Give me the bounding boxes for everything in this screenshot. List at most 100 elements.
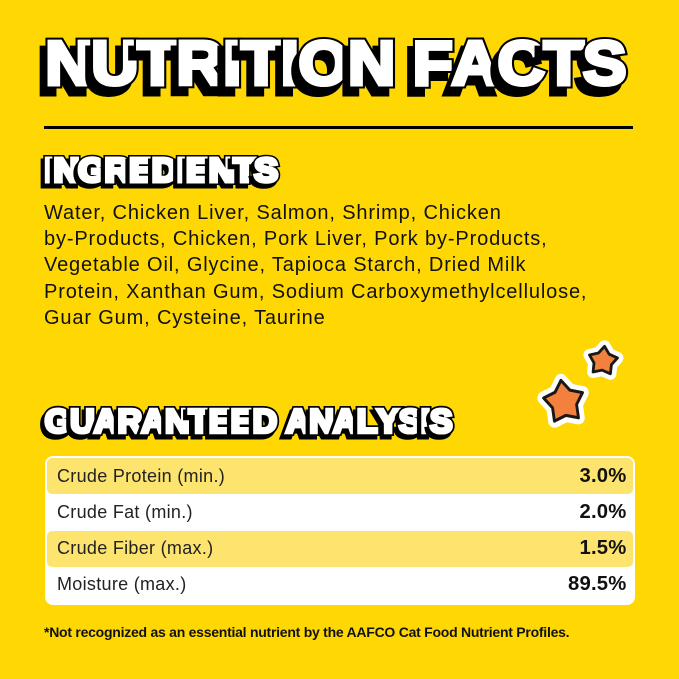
svg-text:E: E xyxy=(127,156,151,193)
svg-text:T: T xyxy=(538,36,578,106)
svg-text:U: U xyxy=(68,407,92,444)
svg-text:I: I xyxy=(275,36,293,106)
svg-text:T: T xyxy=(189,404,210,441)
svg-text:E: E xyxy=(129,152,153,189)
svg-text:T: T xyxy=(234,152,256,189)
svg-text:R: R xyxy=(118,404,142,441)
svg-text:A: A xyxy=(141,404,165,441)
svg-text:U: U xyxy=(85,36,132,106)
svg-text:A: A xyxy=(452,28,499,98)
svg-text:O: O xyxy=(299,28,350,98)
svg-text:D: D xyxy=(253,404,277,441)
svg-text:T: T xyxy=(132,36,172,106)
svg-text:I: I xyxy=(177,152,187,189)
svg-text:A: A xyxy=(94,404,118,441)
svg-text:I: I xyxy=(421,404,430,441)
svg-text:L: L xyxy=(357,404,378,441)
svg-text:T: T xyxy=(231,156,253,193)
svg-text:T: T xyxy=(137,28,177,98)
svg-text:I: I xyxy=(281,28,299,98)
svg-text:A: A xyxy=(94,404,118,441)
svg-text:S: S xyxy=(254,152,278,189)
svg-text:R: R xyxy=(176,28,223,98)
svg-text:G: G xyxy=(76,156,103,193)
svg-text:A: A xyxy=(333,404,357,441)
svg-text:I: I xyxy=(223,28,241,98)
svg-text:U: U xyxy=(91,28,138,98)
svg-text:N: N xyxy=(163,407,187,444)
svg-text:O: O xyxy=(293,36,344,106)
svg-text:F: F xyxy=(413,28,453,98)
svg-text:G: G xyxy=(45,404,71,441)
svg-text:S: S xyxy=(430,404,452,441)
svg-text:I: I xyxy=(177,152,187,189)
svg-text:Y: Y xyxy=(374,407,396,444)
svg-text:A: A xyxy=(283,407,307,444)
svg-text:A: A xyxy=(286,404,310,441)
svg-text:T: T xyxy=(137,28,177,98)
svg-text:T: T xyxy=(189,404,210,441)
svg-text:N: N xyxy=(309,404,333,441)
svg-text:R: R xyxy=(171,36,218,106)
svg-text:N: N xyxy=(209,152,234,189)
svg-text:G: G xyxy=(78,152,105,189)
svg-text:S: S xyxy=(577,36,621,106)
svg-text:N: N xyxy=(342,36,389,106)
svg-text:I: I xyxy=(42,156,52,193)
svg-text:I: I xyxy=(418,407,427,444)
svg-text:T: T xyxy=(186,407,207,444)
svg-text:O: O xyxy=(299,28,350,98)
svg-text:I: I xyxy=(281,28,299,98)
svg-text:A: A xyxy=(331,407,355,444)
svg-text:E: E xyxy=(184,156,208,193)
svg-text:U: U xyxy=(70,404,94,441)
svg-text:A: A xyxy=(286,404,310,441)
svg-text:N: N xyxy=(307,407,331,444)
svg-text:F: F xyxy=(413,28,453,98)
svg-text:L: L xyxy=(354,407,375,444)
svg-text:T: T xyxy=(544,28,584,98)
svg-text:R: R xyxy=(102,156,127,193)
svg-text:S: S xyxy=(252,156,276,193)
svg-text:D: D xyxy=(152,152,177,189)
svg-text:N: N xyxy=(51,156,76,193)
svg-text:G: G xyxy=(42,407,68,444)
svg-text:A: A xyxy=(139,407,163,444)
svg-text:A: A xyxy=(333,404,357,441)
svg-text:N: N xyxy=(165,404,189,441)
svg-text:R: R xyxy=(115,407,139,444)
svg-text:E: E xyxy=(209,404,231,441)
svg-text:A: A xyxy=(452,28,499,98)
svg-text:N: N xyxy=(348,28,395,98)
svg-text:N: N xyxy=(45,28,92,98)
svg-text:E: E xyxy=(186,152,210,189)
svg-text:Y: Y xyxy=(377,404,399,441)
svg-text:N: N xyxy=(45,28,92,98)
svg-text:S: S xyxy=(430,404,452,441)
svg-text:T: T xyxy=(241,28,281,98)
svg-text:R: R xyxy=(105,152,130,189)
svg-text:T: T xyxy=(235,36,275,106)
svg-text:F: F xyxy=(407,36,447,106)
svg-text:I: I xyxy=(174,156,184,193)
svg-text:N: N xyxy=(39,36,86,106)
svg-text:C: C xyxy=(492,36,539,106)
svg-text:G: G xyxy=(78,152,105,189)
svg-text:D: D xyxy=(149,156,174,193)
svg-text:U: U xyxy=(70,404,94,441)
svg-text:N: N xyxy=(54,152,79,189)
svg-text:Y: Y xyxy=(377,404,399,441)
svg-text:T: T xyxy=(234,152,256,189)
svg-text:E: E xyxy=(206,407,228,444)
svg-text:E: E xyxy=(231,404,253,441)
svg-text:I: I xyxy=(223,28,241,98)
svg-text:E: E xyxy=(186,152,210,189)
svg-text:E: E xyxy=(231,404,253,441)
svg-text:N: N xyxy=(309,404,333,441)
svg-text:D: D xyxy=(253,404,277,441)
svg-text:S: S xyxy=(396,407,418,444)
svg-text:T: T xyxy=(544,28,584,98)
svg-text:I: I xyxy=(217,36,235,106)
svg-text:L: L xyxy=(357,404,378,441)
svg-text:N: N xyxy=(209,152,234,189)
